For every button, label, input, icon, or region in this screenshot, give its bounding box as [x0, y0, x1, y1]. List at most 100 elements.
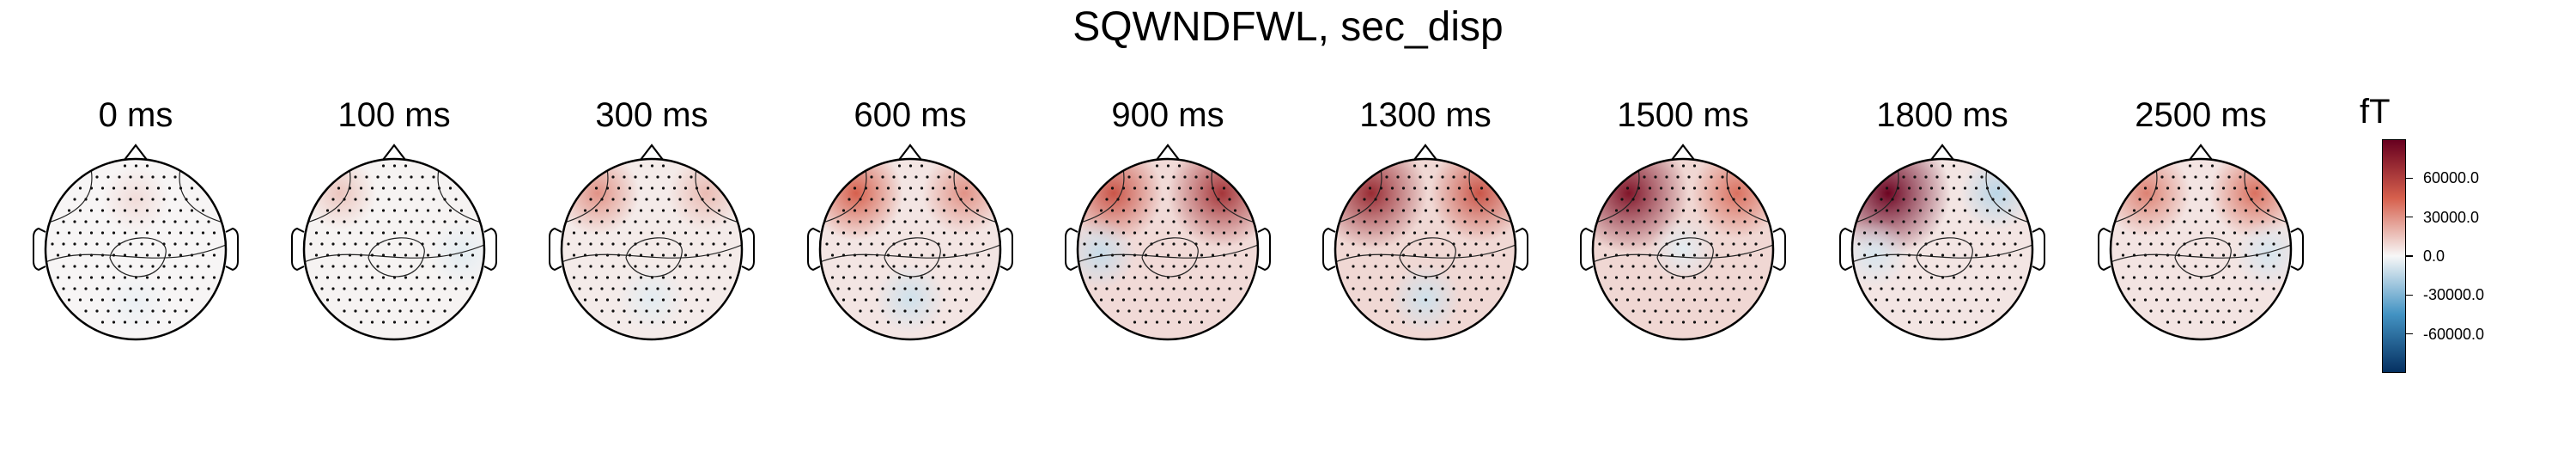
sensor-dot — [190, 186, 194, 190]
colorbar-tick-label: 60000.0 — [2423, 169, 2480, 187]
sensor-dot — [853, 253, 857, 257]
sensor-dot — [1670, 186, 1674, 190]
sensor-dot — [140, 242, 143, 246]
sensor-dot — [1947, 242, 1950, 246]
sensor-dot — [650, 209, 654, 212]
sensor-dot — [2166, 298, 2170, 302]
sensor-dot — [1654, 175, 1657, 179]
sensor-dot — [1497, 220, 1500, 223]
sensor-dot — [426, 276, 430, 279]
sensor-dot — [1379, 186, 1383, 190]
sensor-dot — [1206, 198, 1209, 201]
sensor-dot — [942, 298, 946, 302]
sensor-dot — [145, 298, 149, 302]
sensor-dot — [1211, 231, 1215, 235]
sensor-dot — [639, 276, 643, 279]
sensor-dot — [151, 198, 155, 201]
sensor-dot — [404, 209, 408, 212]
sensor-dot — [2266, 209, 2270, 212]
sensor-dot — [410, 242, 413, 246]
sensor-dot — [1896, 298, 1900, 302]
sensor-dot — [897, 298, 902, 302]
sensor-dot — [2244, 253, 2248, 257]
sensor-dot — [2166, 186, 2170, 190]
sensor-dot — [2199, 209, 2203, 212]
sensor-dot — [1947, 198, 1950, 201]
sensor-dot — [1139, 198, 1142, 201]
sensor-dot — [1177, 186, 1182, 190]
sensor-dot — [841, 231, 846, 235]
sensor-dot — [162, 265, 166, 268]
sensor-dot — [1913, 309, 1917, 313]
sensor-dot — [167, 209, 172, 212]
sensor-dot — [656, 242, 659, 246]
sensor-dot — [578, 265, 581, 268]
sensor-dot — [1424, 276, 1428, 279]
sensor-dot — [1704, 186, 1708, 190]
sensor-dot — [1401, 298, 1406, 302]
sensor-dot — [1643, 220, 1646, 223]
sensor-dot — [1217, 242, 1220, 246]
sensor-dot — [2138, 198, 2142, 201]
sensor-dot — [78, 253, 82, 257]
sensor-dot — [365, 287, 368, 290]
sensor-dot — [2272, 287, 2275, 290]
sensor-dot — [1754, 287, 1758, 290]
sensor-dot — [465, 287, 469, 290]
sensor-dot — [1150, 287, 1153, 290]
sensor-dot — [1625, 298, 1630, 302]
sensor-dot — [1177, 321, 1182, 324]
sensor-dot — [634, 175, 637, 179]
sensor-dot — [1670, 209, 1674, 212]
sensor-dot — [1155, 298, 1159, 302]
sensor-dot — [1363, 220, 1366, 223]
sensor-dot — [1907, 298, 1911, 302]
sensor-dot — [667, 265, 671, 268]
sensor-dot — [1150, 175, 1153, 179]
sensor-dot — [1183, 198, 1187, 201]
sensor-dot — [667, 242, 671, 246]
topomap — [291, 143, 497, 341]
sensor-dot — [695, 186, 699, 190]
topomap-contour — [2174, 237, 2232, 278]
sensor-dot — [2177, 298, 2181, 302]
sensor-dot — [2210, 321, 2215, 324]
sensor-dot — [337, 298, 341, 302]
sensor-dot — [123, 209, 127, 212]
sensor-dot — [2172, 220, 2175, 223]
sensor-dot — [1139, 265, 1142, 268]
sensor-dot — [987, 276, 991, 279]
sensor-dot — [392, 209, 397, 212]
sensor-dot — [95, 287, 99, 290]
sensor-dot — [1396, 175, 1400, 179]
sensor-dot — [1715, 186, 1719, 190]
sensor-dot — [594, 253, 598, 257]
sensor-dot — [1155, 164, 1159, 168]
sensor-dot — [1150, 198, 1153, 201]
sensor-dot — [2255, 209, 2259, 212]
sensor-dot — [1715, 253, 1719, 257]
sensor-dot — [1446, 209, 1450, 212]
sensor-dot — [1452, 175, 1455, 179]
sensor-dot — [706, 276, 710, 279]
sensor-dot — [1665, 220, 1668, 223]
sensor-dot — [2205, 175, 2208, 179]
sensor-dot — [325, 298, 330, 302]
sensor-dot — [583, 209, 587, 212]
sensor-dot — [1491, 231, 1495, 235]
sensor-dot — [886, 276, 890, 279]
sensor-dot — [1407, 198, 1411, 201]
sensor-dot — [1239, 265, 1242, 268]
sensor-dot — [830, 276, 835, 279]
topomap-hotspot — [428, 220, 484, 288]
topomap — [1580, 143, 1786, 341]
sensor-dot — [1413, 253, 1417, 257]
sensor-dot — [1188, 186, 1193, 190]
sensor-dot — [173, 175, 177, 179]
sensor-dot — [1144, 253, 1148, 257]
sensor-dot — [454, 265, 458, 268]
sensor-dot — [1396, 287, 1400, 290]
sensor-dot — [706, 186, 710, 190]
sensor-dot — [1183, 287, 1187, 290]
sensor-dot — [1401, 321, 1406, 324]
